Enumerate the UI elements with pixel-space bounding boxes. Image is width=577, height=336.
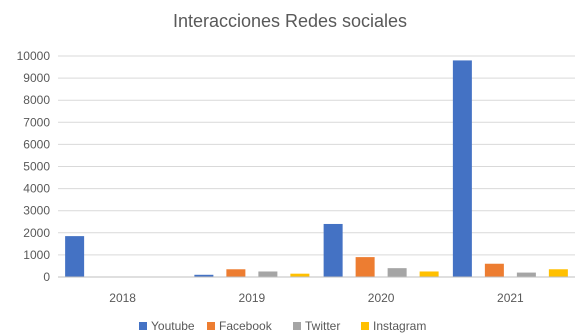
x-axis-ticks: 2018 2019 2020 2021 — [109, 291, 524, 305]
bar-twitter-2021 — [516, 272, 536, 277]
bar-facebook-2021 — [484, 263, 504, 277]
x-tick-label: 2020 — [368, 291, 395, 305]
y-tick-label: 6000 — [23, 137, 50, 151]
y-tick-label: 8000 — [23, 93, 50, 107]
bar-instagram-2021 — [548, 269, 568, 277]
gridlines — [58, 55, 575, 256]
x-tick-label: 2019 — [239, 291, 266, 305]
legend-swatch-instagram — [361, 322, 369, 330]
bar-youtube-2019 — [194, 274, 214, 277]
x-tick-label: 2021 — [497, 291, 524, 305]
bar-facebook-2019 — [226, 269, 246, 277]
chart-title: Interacciones Redes sociales — [173, 11, 407, 31]
bar-instagram-2020 — [419, 271, 439, 277]
bar-youtube-2021 — [452, 60, 472, 277]
y-tick-label: 1000 — [23, 248, 50, 262]
y-axis-ticks: 0 1000 2000 3000 4000 5000 6000 7000 8000 9000 100… — [17, 49, 51, 284]
y-tick-label: 4000 — [23, 182, 50, 196]
legend-label-twitter: Twitter — [305, 319, 340, 333]
y-tick-label: 0 — [43, 270, 50, 284]
y-tick-label: 5000 — [23, 160, 50, 174]
bar-youtube-2020 — [323, 223, 343, 277]
legend-swatch-twitter — [293, 322, 301, 330]
bar-twitter-2020 — [387, 268, 407, 277]
bar-youtube-2018 — [65, 236, 85, 277]
x-tick-label: 2018 — [109, 291, 136, 305]
legend-swatch-facebook — [207, 322, 215, 330]
bars — [65, 60, 568, 277]
y-tick-label: 3000 — [23, 204, 50, 218]
legend: Youtube Facebook Twitter Instagram — [139, 319, 426, 333]
legend-label-instagram: Instagram — [373, 319, 426, 333]
bar-instagram-2019 — [290, 273, 310, 277]
bar-twitter-2019 — [258, 271, 278, 277]
legend-label-facebook: Facebook — [219, 319, 273, 333]
bar-facebook-2020 — [355, 257, 375, 277]
legend-label-youtube: Youtube — [151, 319, 195, 333]
y-tick-label: 2000 — [23, 226, 50, 240]
legend-swatch-youtube — [139, 322, 147, 330]
y-tick-label: 10000 — [17, 49, 51, 63]
y-tick-label: 9000 — [23, 71, 50, 85]
y-tick-label: 7000 — [23, 115, 50, 129]
